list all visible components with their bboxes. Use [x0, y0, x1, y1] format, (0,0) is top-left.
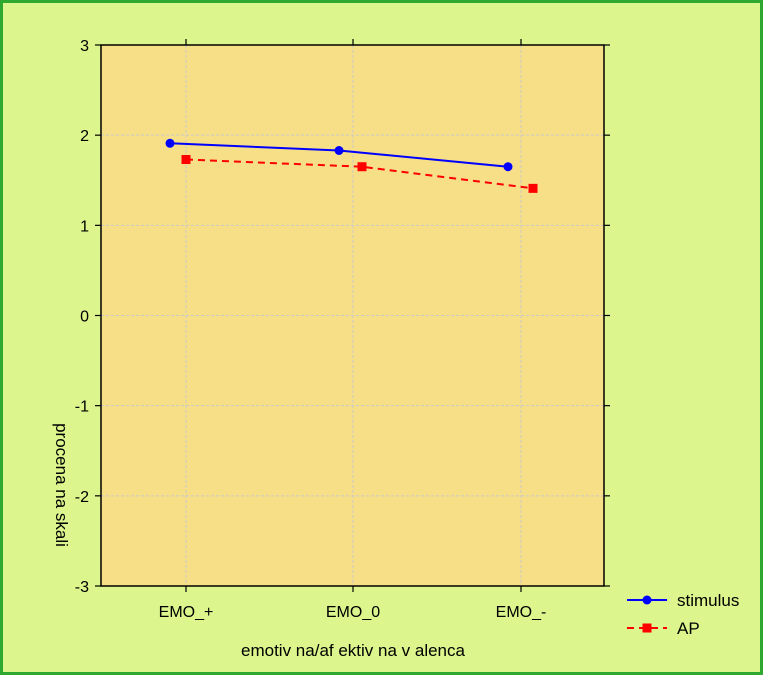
legend-marker	[642, 595, 652, 605]
x-tick-label: EMO_-	[496, 604, 547, 621]
x-tick-label: EMO_+	[159, 604, 214, 621]
y-axis-title: procena na skali	[52, 423, 71, 547]
axis-ticks: -3 -2 -1 0 1 2 3 EMO_+ EMO_0 EMO_-	[75, 38, 610, 621]
data-point	[181, 155, 191, 165]
x-tick-label: EMO_0	[326, 604, 380, 621]
series-layer	[165, 138, 538, 193]
data-point	[334, 145, 344, 155]
series-line-ap	[185, 158, 534, 190]
x-axis-title: emotiv na/af ektiv na v alenca	[241, 641, 466, 660]
y-tick-label: 0	[80, 309, 89, 326]
data-point	[357, 162, 367, 172]
data-point	[528, 183, 538, 193]
y-tick-label: -1	[75, 399, 89, 416]
legend-marker	[642, 623, 652, 633]
data-point	[165, 138, 175, 148]
y-tick-label: -2	[75, 489, 89, 506]
y-tick-label: -3	[75, 579, 89, 596]
data-point	[503, 162, 513, 172]
y-tick-label: 1	[80, 218, 89, 235]
legend-label: stimulus	[677, 591, 739, 610]
grid-lines	[101, 45, 604, 586]
legend: stimulus AP	[627, 591, 739, 638]
y-tick-label: 3	[80, 38, 89, 55]
legend-label: AP	[677, 619, 700, 638]
y-tick-label: 2	[80, 128, 89, 145]
